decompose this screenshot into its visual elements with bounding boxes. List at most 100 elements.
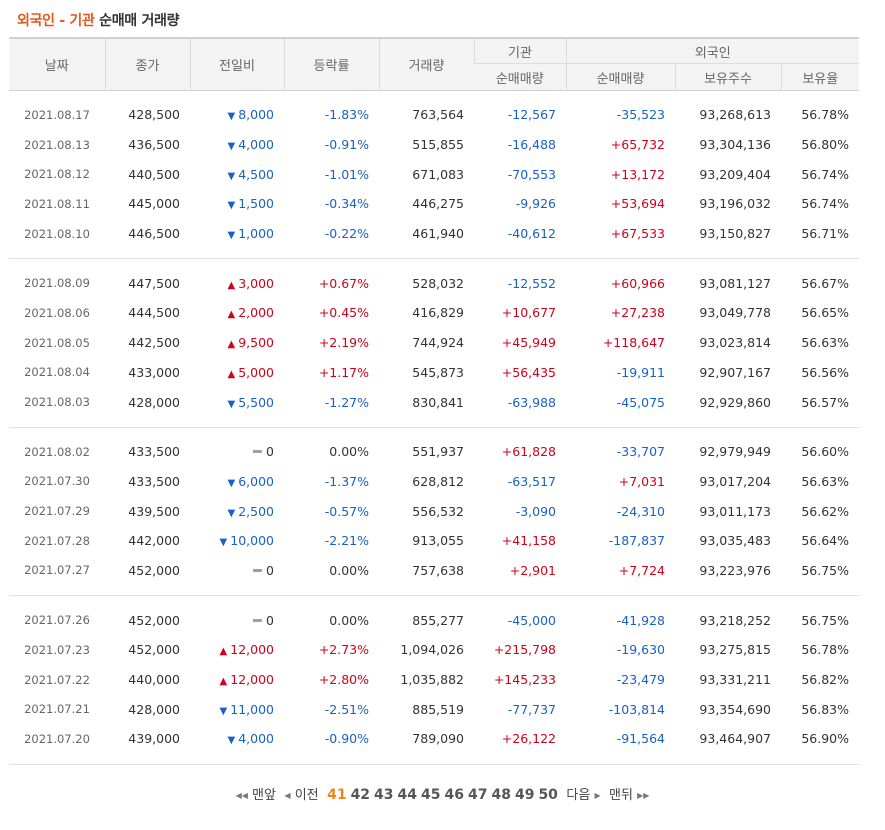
page-link-45[interactable]: 45	[421, 787, 441, 803]
table-header: 날짜 종가 전일비 등락률 거래량 기관 외국인 순매매량 순매매량 보유주수 …	[9, 38, 860, 91]
table-row: 2021.08.11 445,000 ▼ 1,500 -0.34% 446,275 -9,9…	[9, 189, 859, 219]
cell-date: 2021.08.05	[24, 335, 90, 350]
next-page-link[interactable]: 다음 ▶	[566, 784, 600, 803]
header-close: 종가	[104, 38, 190, 91]
cell-date: 2021.07.27	[24, 563, 90, 578]
page-link-46[interactable]: 46	[444, 787, 464, 803]
cell-rate: -1.27%	[324, 394, 369, 410]
table-row: 2021.08.17 428,500 ▼ 8,000 -1.83% 763,564 -12,…	[9, 100, 859, 130]
change-value: 3,000	[238, 275, 274, 291]
cell-change: ▼ 1,500	[190, 189, 284, 219]
page-link-48[interactable]: 48	[491, 787, 511, 803]
cell-change: ▲ 3,000	[190, 268, 284, 298]
row-spacer	[9, 259, 859, 269]
page-numbers: 41 42 43 44 45 46 47 48 49 50	[325, 787, 560, 803]
spacer-cell	[9, 585, 860, 597]
row-spacer	[9, 596, 859, 606]
cell-foreign-ratio: 56.78%	[801, 642, 850, 658]
cell-change: ▲ 5,000	[190, 358, 284, 388]
cell-volume: 744,924	[412, 335, 464, 351]
cell-foreign-holding: 93,049,778	[699, 305, 771, 321]
cell-foreign-holding: 93,464,907	[699, 731, 771, 747]
cell-close: 428,000	[128, 701, 180, 717]
row-spacer	[9, 427, 859, 437]
cell-date: 2021.08.03	[24, 395, 90, 410]
table-row: 2021.07.22 440,000 ▲ 12,000 +2.80% 1,035,882 +…	[9, 665, 859, 695]
page-link-49[interactable]: 49	[514, 787, 535, 803]
change-value: 4,000	[238, 137, 274, 153]
cell-date: 2021.08.02	[24, 444, 90, 459]
last-page-link[interactable]: 맨뒤 ▶▶	[609, 784, 649, 803]
cell-volume: 855,277	[412, 612, 464, 628]
page-link-43[interactable]: 43	[374, 787, 394, 803]
change-value: 5,500	[238, 394, 274, 410]
cell-rate: +1.17%	[318, 364, 369, 380]
cell-foreign-ratio: 56.82%	[801, 672, 850, 688]
cell-volume: 1,035,882	[400, 672, 464, 688]
title-foreign-institution: 외국인 - 기관	[17, 13, 95, 29]
table-row: 2021.07.28 442,000 ▼ 10,000 -2.21% 913,055 +41…	[9, 526, 859, 556]
down-arrow-icon: ▼	[227, 200, 236, 212]
cell-change: 0	[190, 556, 284, 586]
first-page-link[interactable]: ◀◀ 맨앞	[236, 784, 276, 803]
cell-rate: +0.45%	[318, 305, 369, 321]
change-value: 12,000	[230, 642, 274, 658]
cell-close: 445,000	[128, 196, 180, 212]
change-value: 4,000	[238, 731, 274, 747]
cell-volume: 885,519	[412, 701, 464, 717]
spacer-cell	[9, 248, 860, 260]
page-link-44[interactable]: 44	[397, 787, 418, 803]
up-arrow-icon: ▲	[227, 339, 236, 351]
table-row: 2021.08.10 446,500 ▼ 1,000 -0.22% 461,940 -40,…	[9, 219, 859, 249]
page-link-41[interactable]: 41	[327, 787, 347, 803]
cell-change: 0	[190, 437, 284, 467]
cell-volume: 628,812	[412, 473, 464, 489]
cell-inst-net: +41,158	[501, 533, 556, 549]
change-value: 2,000	[238, 305, 274, 321]
last-label: 맨뒤	[609, 788, 633, 803]
cell-inst-net: +10,677	[501, 305, 556, 321]
change-value: 1,500	[238, 196, 274, 212]
cell-inst-net: -40,612	[507, 226, 556, 242]
cell-close: 436,500	[128, 137, 180, 153]
title-net-trading-volume: 순매매 거래량	[99, 13, 180, 29]
cell-volume: 551,937	[412, 444, 464, 460]
cell-volume: 528,032	[412, 275, 464, 291]
cell-close: 439,000	[128, 731, 180, 747]
cell-rate: -1.37%	[324, 473, 369, 489]
cell-close: 452,000	[128, 612, 180, 628]
page-link-50[interactable]: 50	[538, 787, 558, 803]
cell-date: 2021.08.04	[24, 365, 90, 380]
table-row: 2021.08.12 440,500 ▼ 4,500 -1.01% 671,083 -70,…	[9, 159, 859, 189]
cell-volume: 461,940	[412, 226, 464, 242]
double-right-arrow-icon: ▶▶	[637, 791, 650, 800]
cell-change: ▲ 12,000	[190, 635, 284, 665]
cell-close: 452,000	[128, 562, 180, 578]
cell-rate: -1.83%	[324, 107, 369, 123]
cell-inst-net: -70,553	[507, 166, 556, 182]
cell-foreign-ratio: 56.63%	[801, 473, 850, 489]
spacer-cell	[9, 416, 860, 428]
table-row: 2021.07.21 428,000 ▼ 11,000 -2.51% 885,519 -77…	[9, 694, 859, 724]
cell-foreign-holding: 93,209,404	[699, 166, 771, 182]
down-arrow-icon: ▼	[227, 507, 236, 519]
change-value: 9,500	[238, 335, 274, 351]
change-value: 1,000	[238, 226, 274, 242]
cell-close: 440,500	[128, 166, 180, 182]
prev-page-link[interactable]: ◀ 이전	[284, 784, 318, 803]
change-value: 5,000	[238, 364, 274, 380]
cell-inst-net: -12,552	[507, 275, 556, 291]
cell-volume: 763,564	[412, 107, 464, 123]
page-link-47[interactable]: 47	[467, 787, 488, 803]
cell-foreign-ratio: 56.62%	[801, 503, 850, 519]
prev-label: 이전	[294, 788, 319, 803]
page-link-42[interactable]: 42	[350, 787, 371, 803]
cell-foreign-ratio: 56.75%	[801, 612, 850, 628]
cell-foreign-ratio: 56.74%	[801, 196, 850, 212]
table-row: 2021.08.04 433,000 ▲ 5,000 +1.17% 545,873 +56,…	[9, 358, 859, 388]
cell-foreign-ratio: 56.90%	[801, 731, 850, 747]
cell-inst-net: -16,488	[507, 137, 556, 153]
change-value: 4,500	[238, 166, 274, 182]
cell-inst-net: -77,737	[507, 701, 556, 717]
cell-volume: 416,829	[412, 305, 464, 321]
